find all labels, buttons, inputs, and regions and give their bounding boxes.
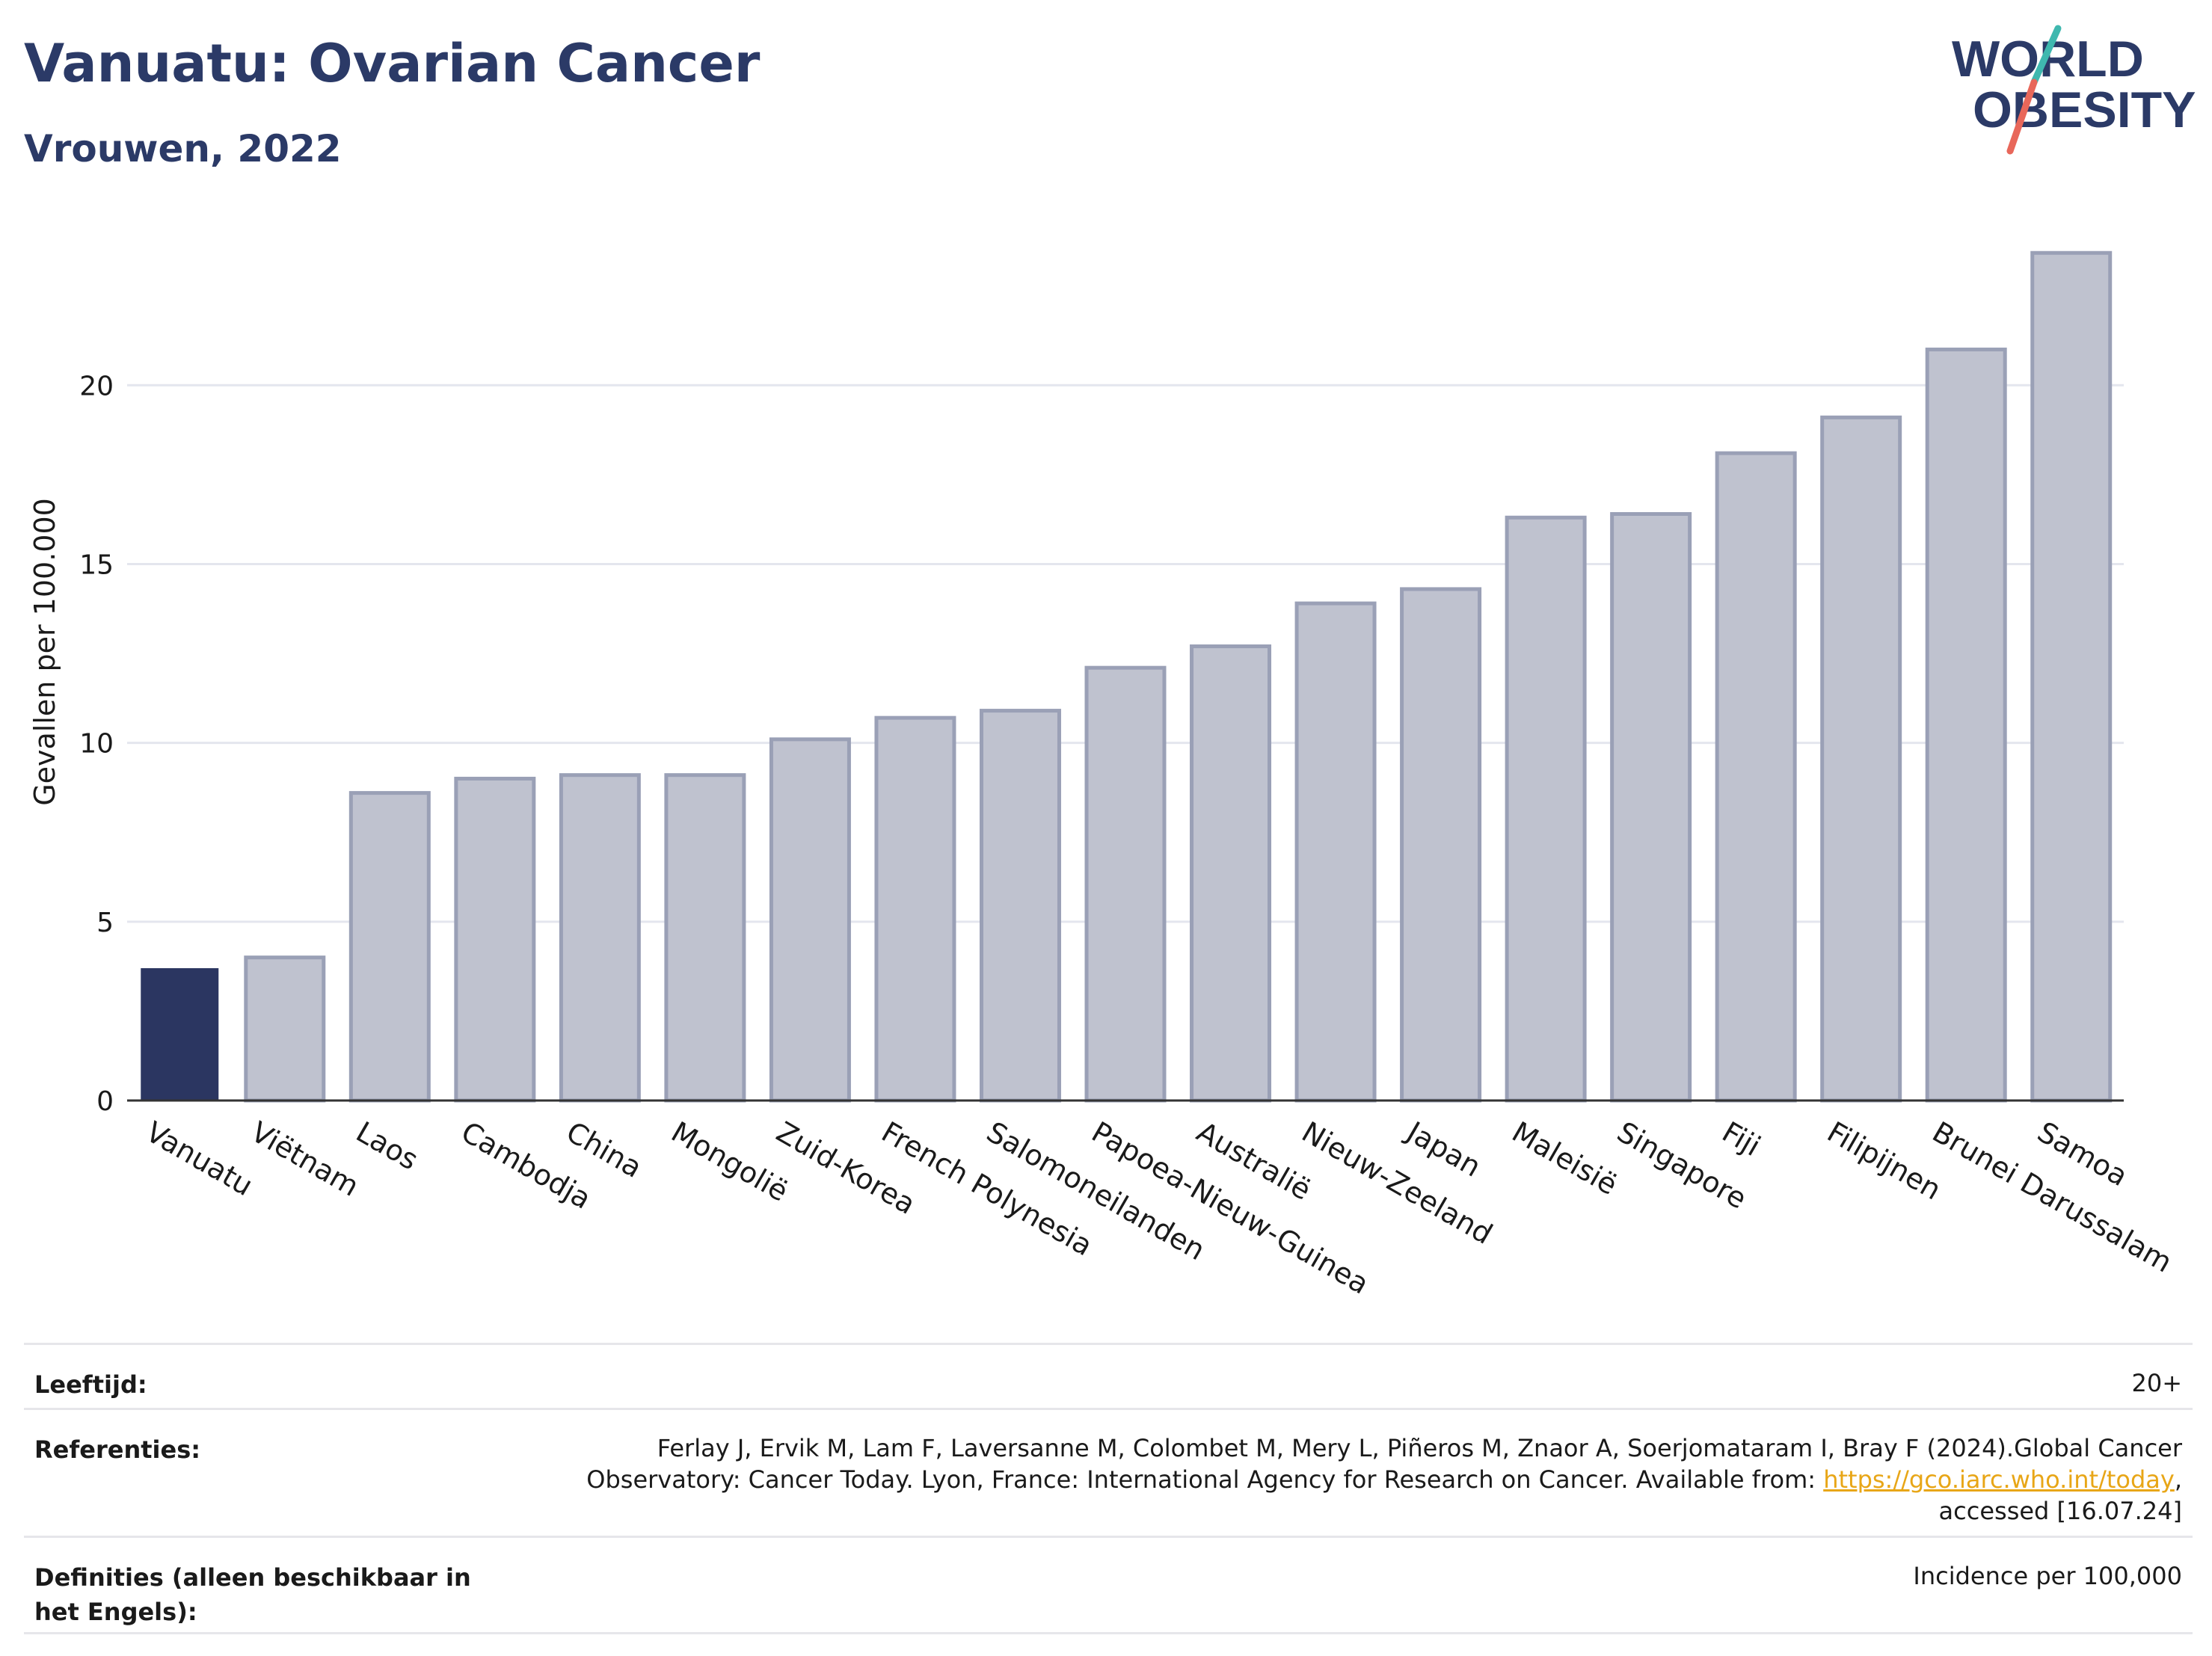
y-tick-label: 0	[96, 1086, 114, 1117]
bar	[1820, 415, 1902, 1103]
y-tick-label: 5	[96, 908, 114, 938]
bar	[2030, 250, 2113, 1103]
bar	[979, 709, 1061, 1103]
y-tick-label: 10	[79, 729, 114, 760]
y-axis-label: Gevallen per 100.000	[28, 498, 61, 806]
bars-layer	[141, 250, 2113, 1103]
bar	[874, 715, 956, 1103]
y-tick-label: 20	[79, 371, 114, 401]
y-tick-label: 15	[79, 550, 114, 580]
info-row-definitions: Definities (alleen beschikbaar in het En…	[24, 1536, 2193, 1634]
references-link[interactable]: https://gco.iarc.who.int/today	[1823, 1465, 2175, 1494]
chart-title: Vanuatu: Ovarian Cancer	[24, 33, 761, 94]
x-tick-label: Mongolië	[666, 1115, 793, 1208]
bar	[1190, 644, 1272, 1103]
bar	[769, 737, 851, 1103]
info-row-age: Leeftijd: 20+	[24, 1343, 2193, 1408]
bar	[454, 776, 536, 1103]
logo-text-obesity: OBESITY	[1973, 81, 2196, 138]
bar	[1294, 601, 1377, 1103]
age-label: Leeftijd:	[34, 1370, 147, 1399]
logo-slash-coral	[2006, 79, 2038, 155]
bar	[559, 773, 641, 1103]
bar	[1925, 347, 2007, 1103]
bar	[1505, 515, 1587, 1103]
references-text: Ferlay J, Ervik M, Lam F, Laversanne M, …	[586, 1434, 2182, 1494]
world-obesity-logo: WORLD OBESITY	[1952, 25, 2196, 155]
bar	[1400, 587, 1482, 1103]
bar	[664, 773, 746, 1103]
references-label: Referenties:	[34, 1435, 201, 1464]
info-table: Leeftijd: 20+ Referenties: Ferlay J, Erv…	[24, 1343, 2193, 1634]
bar	[244, 955, 326, 1103]
references-value: Ferlay J, Ervik M, Lam F, Laversanne M, …	[567, 1432, 2182, 1527]
bar	[1610, 511, 1692, 1103]
logo-slash-teal	[2030, 25, 2062, 86]
x-tick-label: Nieuw-Zeeland	[1297, 1115, 1499, 1251]
definitions-label: Definities (alleen beschikbaar in het En…	[34, 1563, 471, 1626]
bar	[141, 968, 219, 1101]
x-tick-label: Laos	[351, 1115, 424, 1177]
x-tick-label: Vanuatu	[141, 1115, 259, 1202]
bar	[348, 791, 431, 1103]
x-tick-label: Filipijnen	[1822, 1115, 1947, 1207]
age-value: 20+	[2131, 1369, 2182, 1397]
x-tick-label: Fiji	[1717, 1115, 1766, 1163]
references-tail: , accessed [16.07.24]	[1938, 1465, 2182, 1525]
x-tick-label: Maleisië	[1507, 1115, 1623, 1201]
definitions-value: Incidence per 100,000	[1913, 1562, 2182, 1590]
bar	[1084, 665, 1167, 1103]
x-tick-label: Viëtnam	[245, 1115, 364, 1203]
chart-subtitle: Vrouwen, 2022	[24, 127, 342, 170]
info-row-references: Referenties: Ferlay J, Ervik M, Lam F, L…	[24, 1408, 2193, 1536]
bar	[1715, 451, 1797, 1103]
